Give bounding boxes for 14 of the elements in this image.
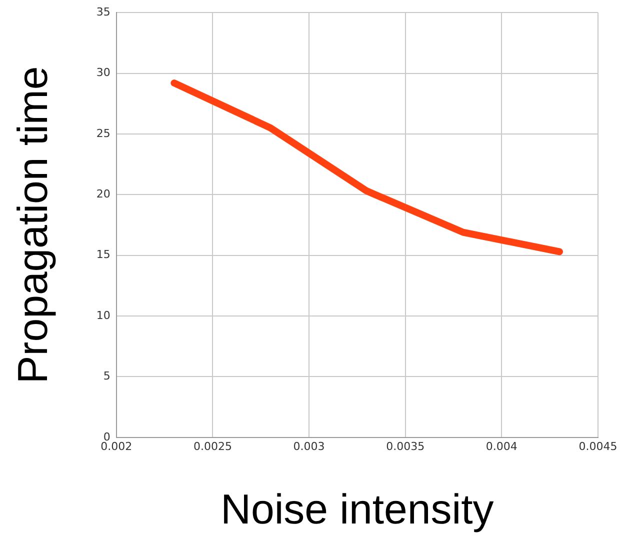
x-tick-label: 0.003 (293, 440, 325, 453)
x-tick-label: 0.0035 (386, 440, 425, 453)
y-tick-label: 20 (96, 188, 110, 201)
y-tick-label: 25 (96, 126, 110, 140)
y-axis-title: Propagation time (8, 66, 56, 384)
x-tick-label: 0.004 (486, 440, 518, 453)
y-tick-label: 30 (96, 66, 110, 80)
x-tick-label: 0.0045 (578, 440, 618, 453)
x-tick-label: 0.0025 (193, 440, 232, 453)
y-tick-label: 5 (103, 370, 110, 383)
y-tick-label: 15 (96, 248, 110, 262)
x-axis-title: Noise intensity (220, 485, 494, 532)
y-tick-label: 10 (96, 308, 110, 322)
y-tick-label: 35 (96, 5, 110, 18)
